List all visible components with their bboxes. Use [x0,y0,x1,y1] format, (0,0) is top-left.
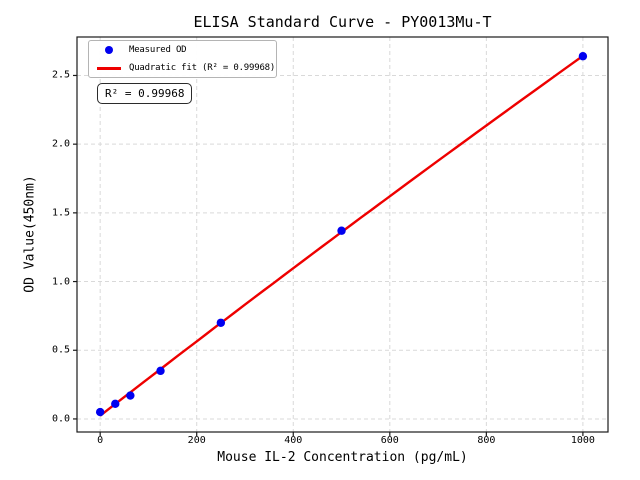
legend-label-quadratic-fit: Quadratic fit (R² = 0.99968) [129,63,276,73]
quadratic-fit-curve [99,54,584,417]
y-tick-label: 1.0 [51,276,70,288]
x-tick-label: 1000 [570,435,595,446]
measured-od-point [95,407,105,417]
measured-od-point [156,366,165,376]
y-tick-label: 2.5 [51,69,70,81]
measured-od-point [126,391,135,400]
y-tick-label: 0.0 [51,413,70,425]
chart-title: ELISA Standard Curve - PY0013Mu-T [193,13,492,31]
x-tick-label: 800 [477,435,496,446]
measured-od-point [337,226,346,235]
y-tick-label: 2.0 [51,138,70,150]
measured-od-point [578,52,588,61]
legend-label-measured-od: Measured OD [129,45,187,55]
measured-od-dot-icon [105,46,113,54]
measured-od-point [216,318,226,327]
r-squared-annotation: R² = 0.99968 [97,83,193,104]
quadratic-fit-line-icon [97,66,121,70]
y-tick-label: 0.5 [51,344,70,356]
legend-marker-cell [89,66,129,70]
legend-item-measured-od: Measured OD [89,41,276,59]
x-axis-label: Mouse IL-2 Concentration (pg/mL) [217,450,468,465]
y-axis-label: OD Value(450nm) [22,175,38,293]
x-tick-label: 0 [97,435,104,446]
x-tick-label: 400 [284,435,303,446]
x-tick-label: 600 [380,435,399,446]
axes-frame [76,36,609,433]
legend-marker-cell [89,46,129,54]
x-tick-label: 200 [187,435,206,446]
measured-od-point [111,399,120,409]
y-tick-label: 1.5 [51,207,70,219]
legend: Measured OD Quadratic fit (R² = 0.99968) [88,40,277,78]
legend-item-quadratic-fit: Quadratic fit (R² = 0.99968) [89,59,276,77]
